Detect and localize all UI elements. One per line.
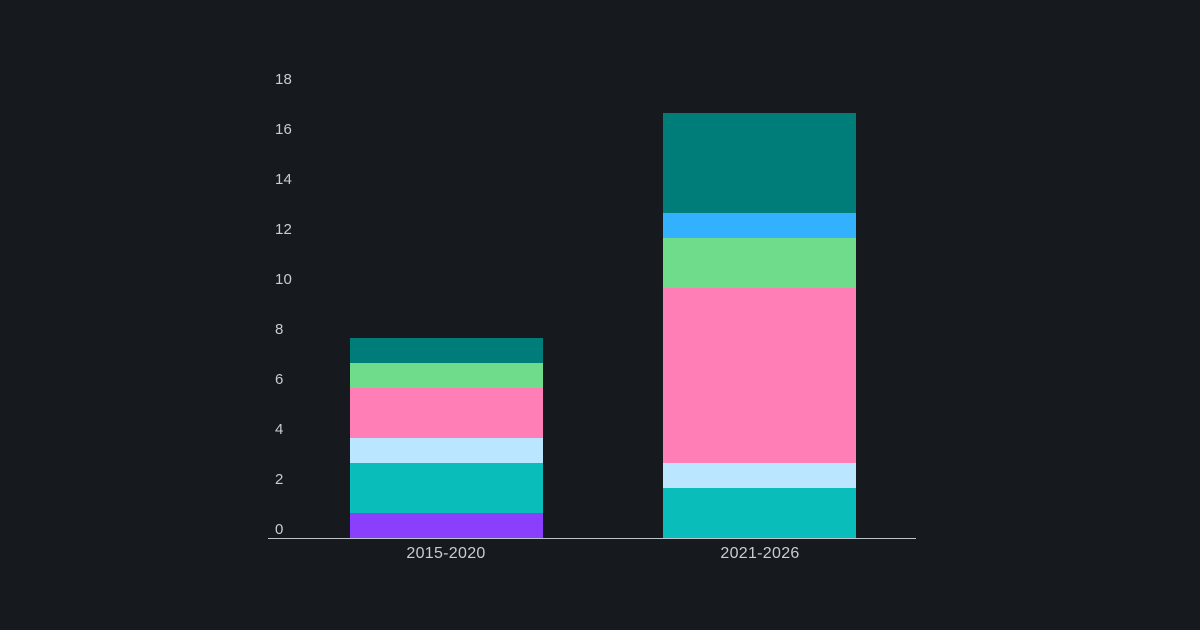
- green-segment[interactable]: [663, 238, 856, 288]
- purple-segment[interactable]: [350, 513, 543, 538]
- y-axis-tick-label: 8: [275, 320, 284, 338]
- dark-teal-segment[interactable]: [350, 338, 543, 363]
- y-axis-tick-label: 16: [275, 120, 293, 138]
- bar-2015-2020: [350, 338, 543, 538]
- y-axis-tick-label: 4: [275, 420, 284, 438]
- light-blue-segment[interactable]: [350, 438, 543, 463]
- teal-segment[interactable]: [350, 463, 543, 513]
- dark-teal-segment[interactable]: [663, 113, 856, 213]
- y-axis-tick-label: 14: [275, 170, 293, 188]
- y-axis-tick-label: 0: [275, 520, 284, 538]
- bar-2021-2026: [663, 113, 856, 538]
- y-axis-tick-label: 18: [275, 70, 293, 88]
- y-axis-tick-label: 6: [275, 370, 284, 388]
- pink-segment[interactable]: [663, 288, 856, 463]
- x-axis-line: [268, 537, 916, 539]
- light-blue-segment[interactable]: [663, 463, 856, 488]
- teal-segment[interactable]: [663, 488, 856, 538]
- x-axis-category-label: 2021-2026: [720, 545, 800, 562]
- y-axis-tick-label: 10: [275, 270, 293, 288]
- blue-segment[interactable]: [663, 213, 856, 238]
- y-axis-tick-label: 12: [275, 220, 293, 238]
- y-axis-tick-label: 2: [275, 470, 284, 488]
- green-segment[interactable]: [350, 363, 543, 388]
- x-axis-category-label: 2015-2020: [406, 545, 486, 562]
- pink-segment[interactable]: [350, 388, 543, 438]
